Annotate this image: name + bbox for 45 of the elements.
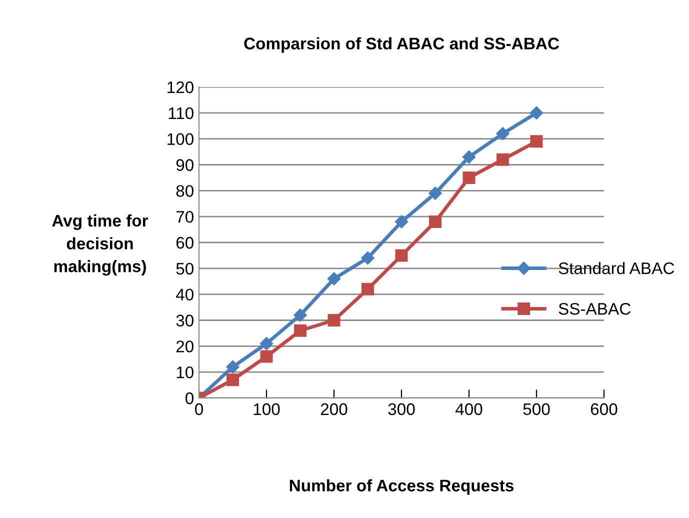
- x-tick-label: 600: [590, 403, 618, 416]
- y-axis-title: Avg time for decision making(ms): [52, 214, 148, 276]
- x-tick-label: 100: [254, 403, 280, 416]
- y-tick-label: 20: [176, 340, 194, 352]
- y-tick-label: 40: [176, 288, 194, 301]
- point: [462, 150, 476, 164]
- y-tick-label: 0: [186, 392, 194, 404]
- x-tick-label: 200: [320, 403, 348, 416]
- y-tick-label: 50: [176, 262, 194, 275]
- point: [328, 314, 340, 326]
- point: [260, 336, 274, 350]
- point: [294, 324, 306, 337]
- y-tick-label: 90: [176, 159, 194, 171]
- point: [428, 186, 442, 200]
- x-tick-label: 400: [455, 403, 482, 416]
- x-tick-label: 300: [388, 403, 415, 416]
- y-tick-label: 70: [176, 210, 194, 223]
- point: [327, 272, 341, 286]
- x-axis-title: Number of Access Requests: [290, 479, 514, 495]
- legend-label: Standard ABAC: [558, 262, 674, 274]
- y-tick-label: 80: [176, 185, 194, 197]
- legend-label: SS-ABAC: [558, 302, 631, 315]
- point: [462, 171, 476, 184]
- y-tick-label: 10: [176, 366, 194, 378]
- y-tick-label: 120: [168, 81, 194, 94]
- point: [394, 215, 408, 228]
- x-tick-label: 500: [523, 403, 550, 416]
- point: [226, 360, 240, 374]
- point: [260, 350, 273, 363]
- point: [530, 106, 544, 120]
- point: [429, 216, 442, 228]
- y-tick-label: 60: [176, 236, 194, 249]
- point: [294, 308, 307, 322]
- y-tick-label: 30: [176, 314, 194, 326]
- point: [226, 374, 239, 386]
- y-tick-label: 110: [168, 107, 194, 120]
- point: [395, 249, 408, 262]
- x-tick-label: 0: [195, 403, 203, 416]
- chart-title: Comparsion of Std ABAC and SS-ABAC: [244, 37, 560, 53]
- point: [496, 153, 509, 166]
- point: [362, 282, 374, 296]
- point: [361, 251, 374, 265]
- y-tick-label: 100: [168, 133, 194, 146]
- point: [530, 135, 543, 148]
- point: [496, 127, 510, 140]
